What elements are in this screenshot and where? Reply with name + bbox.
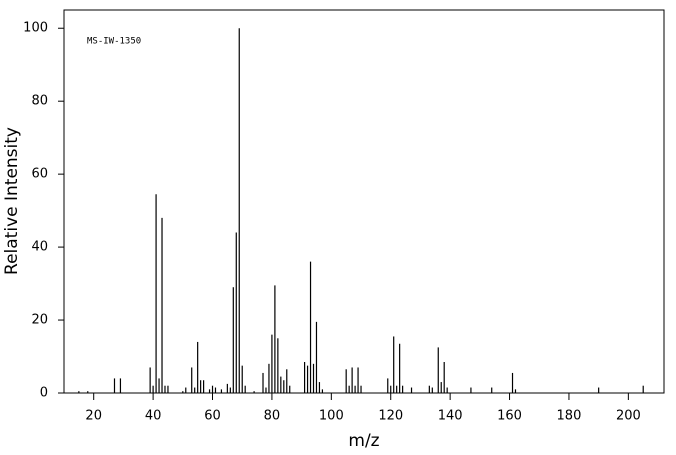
y-axis-label: Relative Intensity	[2, 127, 22, 275]
y-tick-label: 80	[31, 94, 48, 109]
y-tick-label: 100	[23, 21, 48, 36]
x-tick-label: 20	[85, 409, 102, 424]
y-tick-label: 0	[40, 386, 48, 401]
x-tick-label: 40	[145, 409, 162, 424]
x-tick-label: 160	[497, 409, 522, 424]
y-tick-label: 40	[31, 240, 48, 255]
x-tick-label: 80	[264, 409, 281, 424]
x-tick-label: 120	[378, 409, 403, 424]
y-tick-label: 20	[31, 313, 48, 328]
x-tick-label: 200	[616, 409, 641, 424]
x-tick-label: 180	[557, 409, 582, 424]
x-tick-label: 140	[438, 409, 463, 424]
y-tick-label: 60	[31, 167, 48, 182]
annotation: MS-IW-1350	[87, 37, 141, 47]
x-axis-label: m/z	[348, 431, 379, 451]
x-tick-label: 100	[319, 409, 344, 424]
plot-frame	[63, 9, 665, 394]
x-tick-label: 60	[204, 409, 221, 424]
